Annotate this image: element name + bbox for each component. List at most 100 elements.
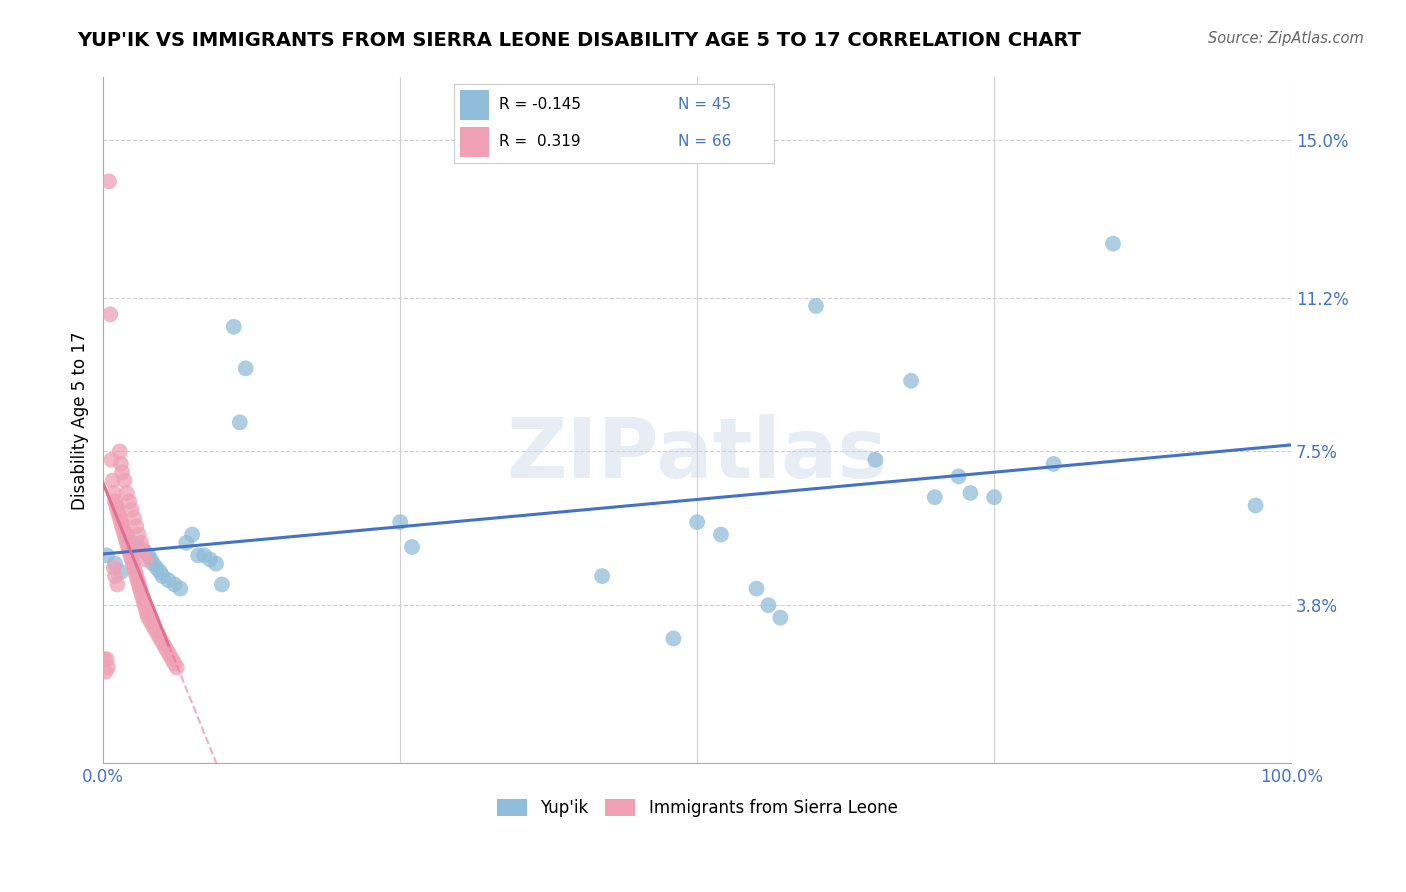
Point <box>122 561 145 575</box>
Point <box>1042 457 1064 471</box>
Point <box>111 519 134 533</box>
Point <box>959 486 981 500</box>
Point <box>389 515 412 529</box>
Point <box>174 536 197 550</box>
Point <box>114 532 136 546</box>
Point <box>135 552 157 566</box>
Point <box>115 527 138 541</box>
Point <box>121 536 143 550</box>
Point <box>117 540 139 554</box>
Point <box>181 527 204 541</box>
Point <box>104 569 127 583</box>
Point <box>159 648 181 662</box>
Point <box>145 623 167 637</box>
Point <box>101 474 124 488</box>
Point <box>222 319 245 334</box>
Point <box>149 565 172 579</box>
Point <box>229 416 252 430</box>
Point <box>120 549 142 563</box>
Point <box>128 577 150 591</box>
Text: Source: ZipAtlas.com: Source: ZipAtlas.com <box>1208 31 1364 46</box>
Point <box>136 549 159 563</box>
Point <box>115 536 138 550</box>
Point <box>129 536 152 550</box>
Point <box>146 627 169 641</box>
Point <box>211 577 233 591</box>
Point <box>769 610 792 624</box>
Point <box>160 652 183 666</box>
Point <box>187 549 209 563</box>
Point <box>110 565 132 579</box>
Point <box>107 507 129 521</box>
Point <box>121 557 143 571</box>
Point <box>149 632 172 646</box>
Point <box>114 527 136 541</box>
Point <box>129 582 152 596</box>
Point <box>900 374 922 388</box>
Point <box>134 598 156 612</box>
Point <box>98 174 121 188</box>
Y-axis label: Disability Age 5 to 17: Disability Age 5 to 17 <box>72 331 89 509</box>
Point <box>110 515 132 529</box>
Text: ZIPatlas: ZIPatlas <box>506 414 887 495</box>
Point <box>193 549 215 563</box>
Point <box>115 486 138 500</box>
Point <box>163 577 186 591</box>
Point <box>125 519 148 533</box>
Point <box>198 552 221 566</box>
Point <box>122 511 145 525</box>
Point <box>145 561 167 575</box>
Text: YUP'IK VS IMMIGRANTS FROM SIERRA LEONE DISABILITY AGE 5 TO 17 CORRELATION CHART: YUP'IK VS IMMIGRANTS FROM SIERRA LEONE D… <box>77 31 1081 50</box>
Point <box>104 557 127 571</box>
Point <box>163 657 186 671</box>
Point <box>136 607 159 621</box>
Point <box>97 660 120 674</box>
Point <box>983 490 1005 504</box>
Point <box>134 544 156 558</box>
Point <box>710 527 733 541</box>
Point <box>745 582 768 596</box>
Point <box>110 457 132 471</box>
Point <box>105 577 128 591</box>
Point <box>121 552 143 566</box>
Point <box>662 632 685 646</box>
Point <box>125 569 148 583</box>
Point <box>142 619 165 633</box>
Point <box>1244 499 1267 513</box>
Point <box>103 561 125 575</box>
Point <box>103 486 125 500</box>
Point <box>924 490 946 504</box>
Point <box>94 665 117 679</box>
Point <box>758 598 780 612</box>
Point <box>132 594 155 608</box>
Point <box>128 540 150 554</box>
Point <box>865 452 887 467</box>
Point <box>111 465 134 479</box>
Point <box>100 452 122 467</box>
Point <box>129 586 152 600</box>
Point <box>157 574 180 588</box>
Point <box>169 582 191 596</box>
Point <box>98 307 121 321</box>
Point <box>205 557 228 571</box>
Point <box>166 660 188 674</box>
Point <box>96 549 118 563</box>
Point <box>127 574 149 588</box>
Point <box>104 494 127 508</box>
Point <box>118 494 141 508</box>
Point <box>139 615 162 629</box>
Point <box>118 544 141 558</box>
Point <box>156 644 179 658</box>
Point <box>591 569 613 583</box>
Point <box>132 544 155 558</box>
Point <box>153 640 176 654</box>
Point <box>96 652 118 666</box>
Point <box>152 635 174 649</box>
Point <box>112 524 135 538</box>
Point <box>135 602 157 616</box>
Point <box>142 557 165 571</box>
Point <box>136 610 159 624</box>
Point <box>93 652 115 666</box>
Point <box>105 499 128 513</box>
Point <box>124 565 146 579</box>
